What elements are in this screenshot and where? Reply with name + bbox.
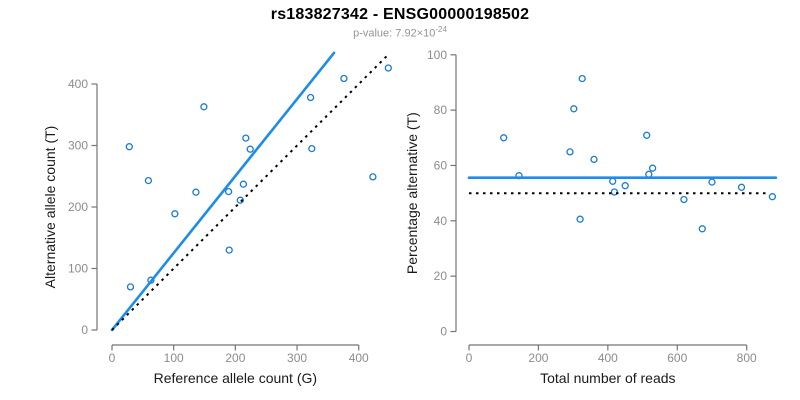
data-point: [236, 196, 244, 204]
y-tick-label: 400: [68, 77, 88, 91]
data-point: [708, 178, 716, 186]
data-point: [610, 188, 619, 196]
x-tick-label: 100: [164, 351, 184, 365]
x-tick-label: 200: [528, 351, 548, 365]
data-point: [578, 74, 586, 83]
identity-line: [111, 52, 391, 331]
y-tick-label: 40: [434, 214, 448, 228]
y-tick-label: 300: [68, 138, 88, 152]
data-point: [126, 283, 135, 291]
y-tick-label: 20: [434, 269, 448, 283]
data-point: [200, 103, 208, 111]
x-tick-label: 0: [109, 351, 116, 365]
x-tick-label: 400: [598, 351, 618, 365]
data-point: [340, 74, 348, 83]
data-point: [144, 176, 153, 185]
data-point: [680, 195, 688, 204]
x-tick-label: 0: [466, 351, 473, 365]
data-point: [621, 182, 629, 190]
data-point: [308, 144, 316, 153]
panel-percentage-vs-depth: 0 20 40 60 80 100 0 200 400 600 800 Total number of…: [404, 48, 778, 386]
y-tick-label: 0: [440, 324, 447, 338]
x-tick-label: 800: [737, 351, 757, 365]
data-point: [125, 143, 133, 151]
data-point: [768, 193, 777, 201]
fit-line: [110, 51, 336, 332]
data-point: [225, 246, 233, 254]
data-point: [239, 180, 248, 188]
data-point: [648, 164, 657, 172]
y-tick-label: 100: [68, 261, 88, 275]
data-point: [246, 145, 254, 153]
data-point: [590, 155, 598, 164]
data-point: [224, 187, 233, 196]
panel-allele-counts: 0 100 200 300 400 0 100 200 300 400 Reference alle…: [42, 51, 392, 386]
y-tick-label: 200: [68, 200, 88, 214]
x-tick-label: 400: [349, 351, 369, 365]
y-tick-label: 0: [81, 323, 88, 337]
pvalue-exponent: -24: [435, 25, 447, 34]
plot-title: rs183827342 - ENSG00000198502: [270, 6, 530, 23]
y-tick-label: 60: [434, 158, 448, 172]
data-point: [566, 148, 574, 156]
data-point: [500, 134, 508, 142]
data-point: [192, 188, 200, 196]
x-tick-label: 300: [287, 351, 307, 365]
data-point: [576, 215, 584, 223]
y-tick-label: 100: [427, 48, 447, 62]
x-tick-label: 200: [225, 351, 245, 365]
data-point: [609, 177, 617, 185]
pvalue-text: p-value: 7.92×10: [353, 27, 436, 40]
x-tick-label: 600: [667, 351, 687, 365]
x-axis-label: Reference allele count (G): [154, 370, 317, 386]
data-point: [643, 131, 651, 139]
y-axis-label: Percentage alternative (T): [404, 112, 420, 274]
y-tick-label: 80: [434, 103, 448, 117]
data-point: [737, 183, 746, 191]
data-point: [384, 64, 392, 72]
x-axis-label: Total number of reads: [540, 370, 675, 386]
data-point: [242, 134, 250, 142]
data-point: [570, 105, 578, 113]
data-point: [369, 173, 377, 181]
data-point: [698, 225, 706, 233]
data-point: [306, 93, 315, 102]
y-axis-label: Alternative allele count (T): [42, 126, 58, 289]
data-point: [171, 210, 179, 218]
plot-subtitle: p-value: 7.92×10-24: [0, 25, 800, 40]
